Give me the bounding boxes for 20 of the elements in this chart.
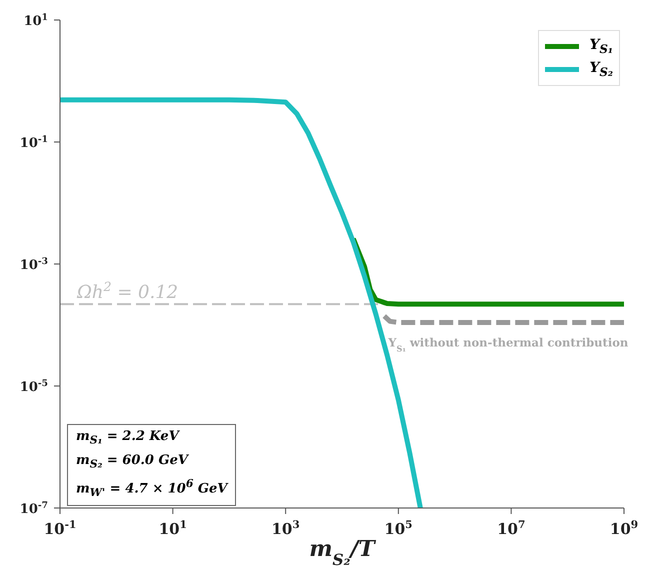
x-tick-label: 10$^{9}$ <box>610 519 638 538</box>
annotation: m$_{S₁}$ = 2.2 KeV <box>76 428 181 449</box>
text-box: m$_{S₁}$ = 2.2 KeV m$_{S₂}$ = 60.0 GeV m$_{W'}$ = 4.7 × 10$^{6}$ GeV <box>67 424 236 506</box>
x-tick-label: 10$^{7}$ <box>497 519 526 538</box>
x-tick-label: 10$^{1}$ <box>158 519 187 538</box>
y-tick-label: 10$^{-1}$ <box>20 134 48 151</box>
annotation: m$_{S₂}$ = 60.0 GeV <box>76 452 190 472</box>
annotation: Y$_{S₁}$ without non-thermal contribution <box>387 335 629 354</box>
y-tick-label: 10$^{-3}$ <box>20 256 48 273</box>
x-axis-title: m$_{S₂}$/T <box>309 536 376 569</box>
y-tick-label: 10$^{-5}$ <box>20 378 48 395</box>
legend-label: Y$_{S₂}$ <box>589 60 613 79</box>
x-tick-label: 10$^{3}$ <box>272 519 300 538</box>
y-tick-label: 10$^{-7}$ <box>20 500 48 517</box>
legend-label: Y$_{S₁}$ <box>589 37 613 56</box>
annotation: m$_{W'}$ = 4.7 × 10$^{6}$ GeV <box>76 476 228 502</box>
x-tick-label: 10$^{-1}$ <box>44 519 76 538</box>
x-tick-label: 10$^{5}$ <box>384 519 412 538</box>
annotation: Ωh$^{2}$ = 0.12 <box>76 278 178 304</box>
y-tick-label: 10$^{1}$ <box>24 12 48 29</box>
